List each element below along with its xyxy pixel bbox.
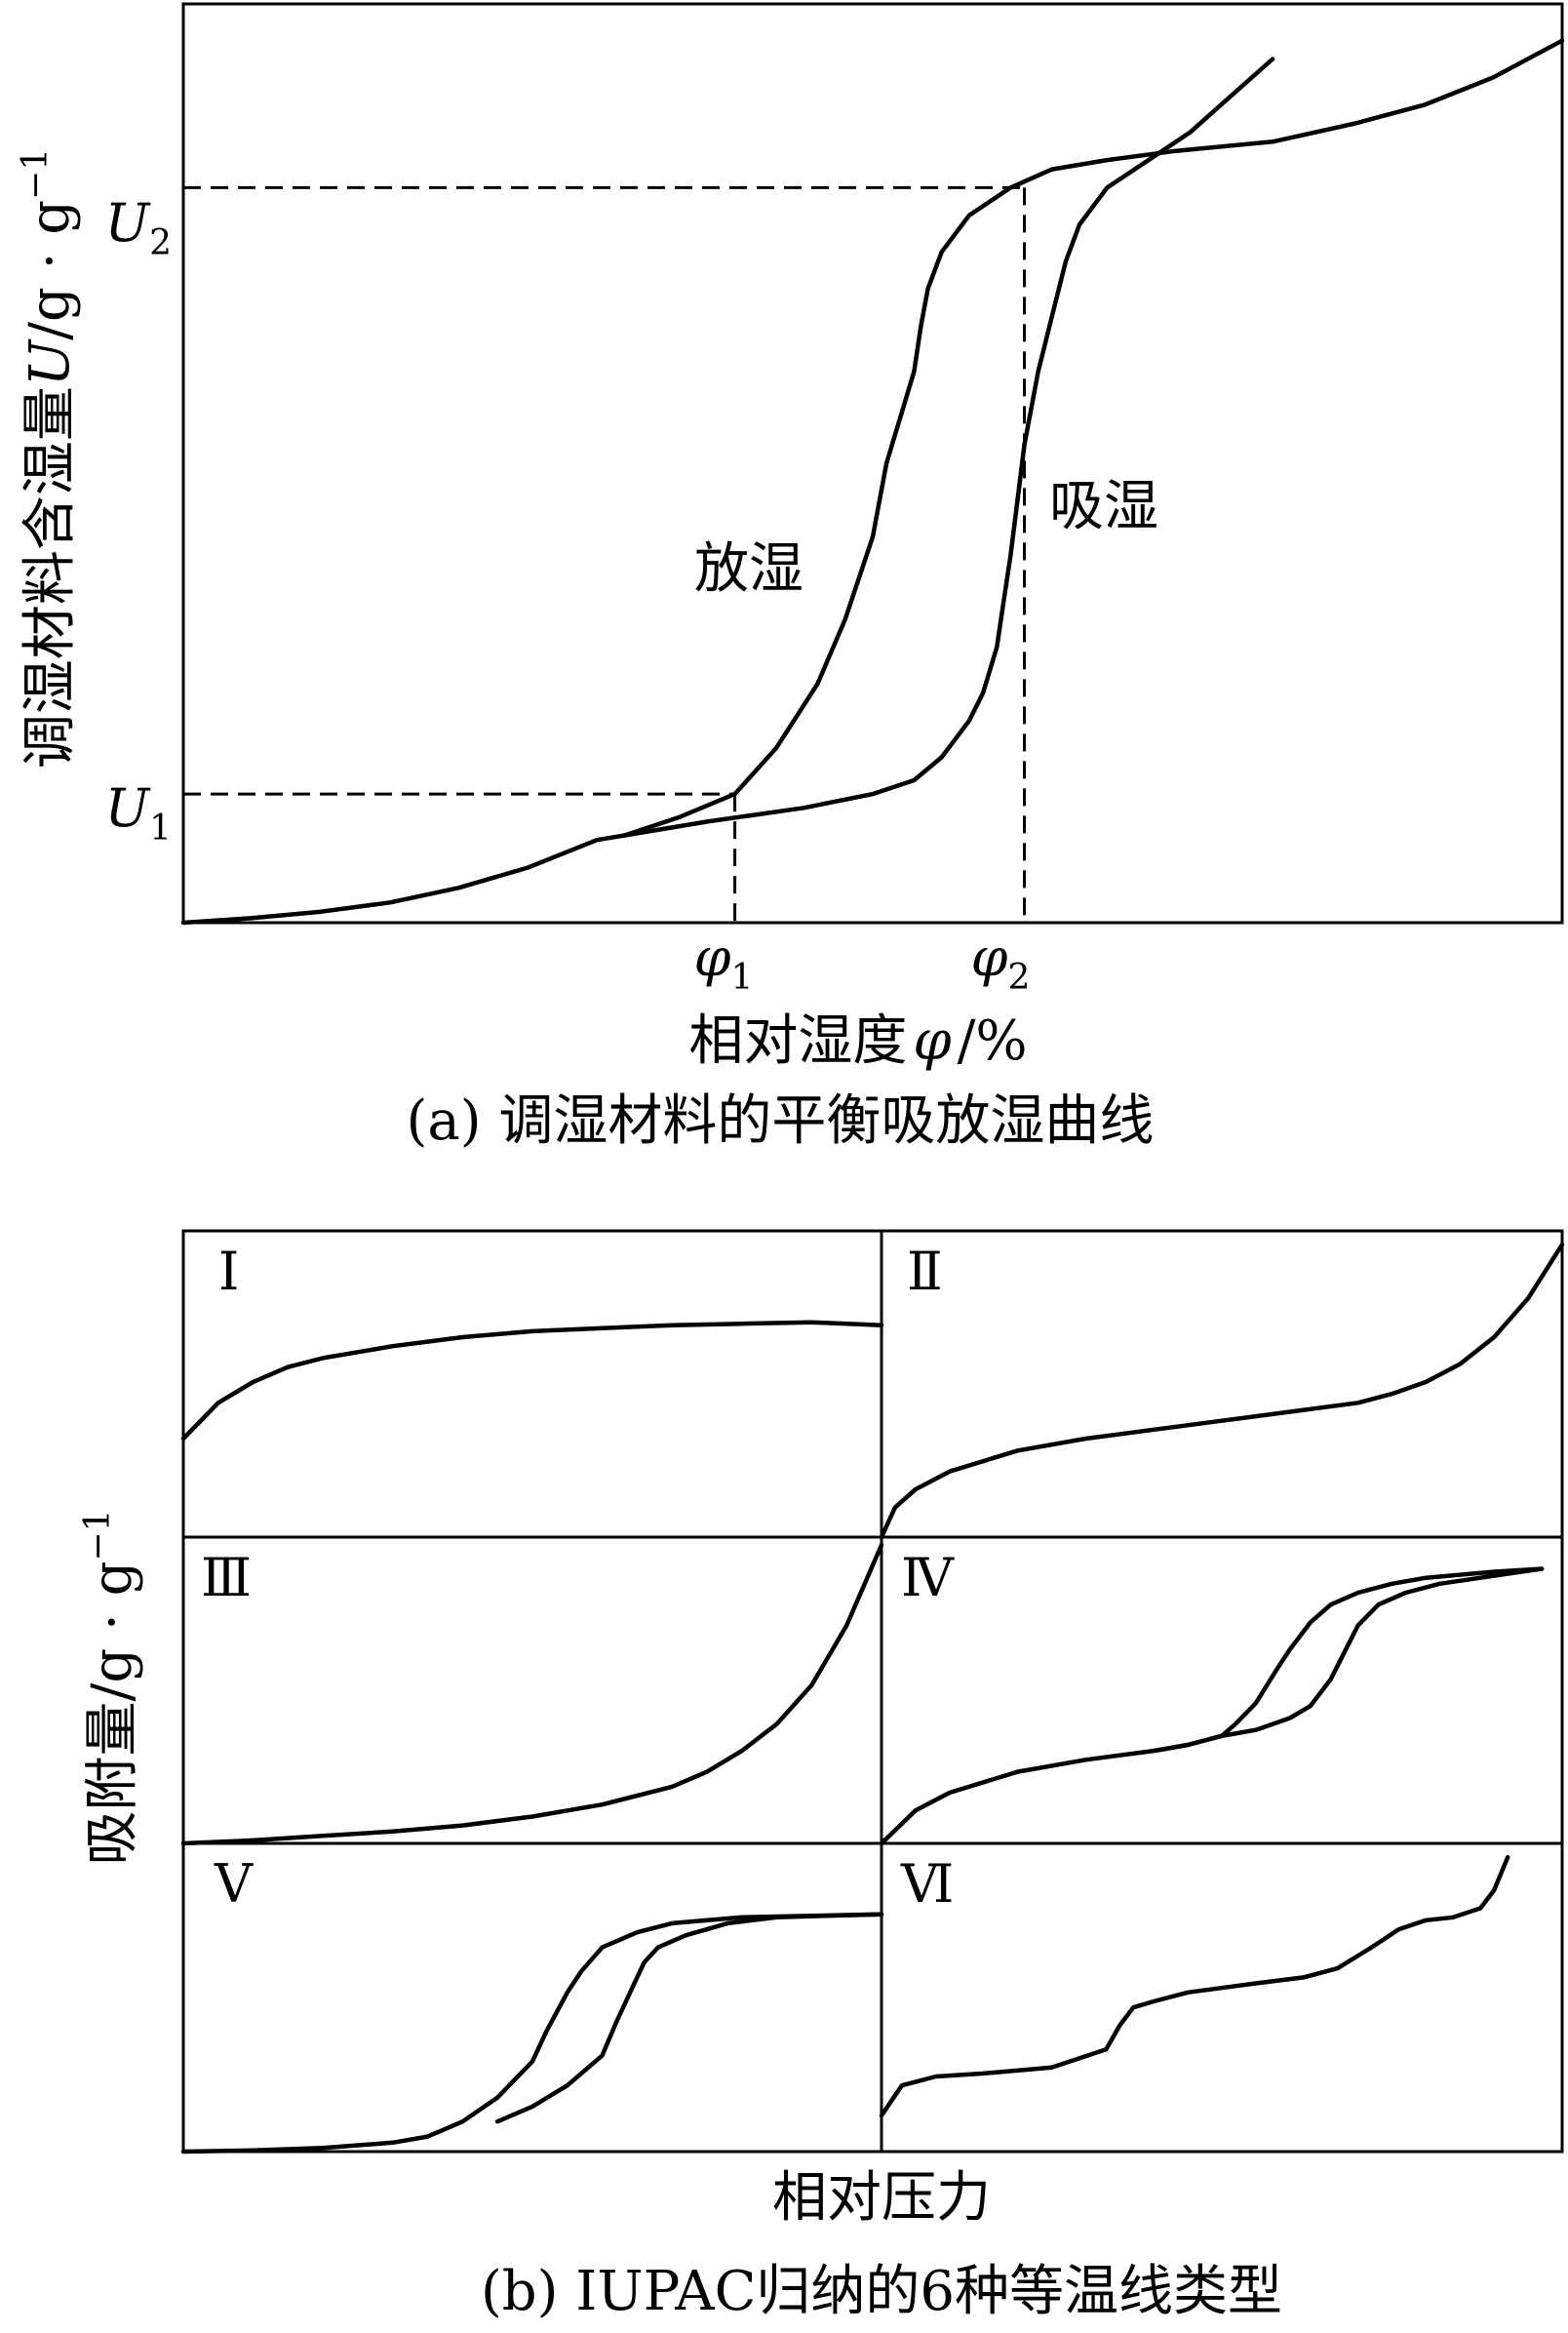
x-axis-label-b: 相对压力 [772,2166,991,2230]
isotherm-type-1-curve-1 [180,1320,884,1442]
chart-a-frame [181,2,1564,925]
x-axis-label-a: 相对湿度 φ/% [688,1009,1027,1073]
panel-label-type-6: Ⅵ [900,1853,954,1915]
isotherm-type-4-curve-2 [1151,1566,1545,1754]
caption-a: (a) 调湿材料的平衡吸放湿曲线 [407,1089,1155,1153]
panel-label-type-4: Ⅳ [901,1547,955,1608]
caption-b: (b) IUPAC归纳的6种等温线类型 [481,2260,1282,2323]
chart-a: 放湿 吸湿 U1 U2 φ1 φ2 相对湿度 φ/% 调湿材料含湿量U/g · g… [16,2,1565,1153]
panel-label-type-1: Ⅰ [218,1241,239,1302]
ytick-u2: U2 [105,192,172,263]
chart-b: Ⅰ Ⅱ Ⅲ Ⅳ Ⅴ Ⅵ 相对压力 吸附量/g · g−1 (b) IUPAC归纳… [78,1229,1565,2323]
isotherm-type-5-curve-1 [180,1912,884,2155]
y-axis-label-a: 调湿材料含湿量U/g · g−1 [16,148,82,769]
adsorption-curve [180,57,1275,926]
isotherm-type-5-curve-2 [494,1912,884,2124]
chart-b-frame [181,1229,1564,2154]
panel-label-type-2: Ⅱ [907,1241,943,1302]
y-axis-label-b: 吸附量/g · g−1 [78,1509,144,1865]
panel-label-type-5: Ⅴ [214,1853,254,1915]
isotherm-type-3-curve-1 [180,1542,884,1846]
panel-label-type-3: Ⅲ [201,1547,252,1608]
desorption-curve [622,38,1565,838]
isotherm-curves [180,1242,1565,2155]
isotherm-type-4-curve-1 [879,1566,1545,1846]
isotherm-type-2-curve-1 [879,1242,1565,1540]
ytick-u1: U1 [105,777,172,849]
xtick-phi2: φ2 [971,927,1031,998]
xtick-phi1: φ1 [694,927,754,998]
desorption-label: 放湿 [694,537,804,601]
isotherm-type-6-curve-1 [879,1854,1510,2118]
adsorption-label: 吸湿 [1049,475,1158,538]
